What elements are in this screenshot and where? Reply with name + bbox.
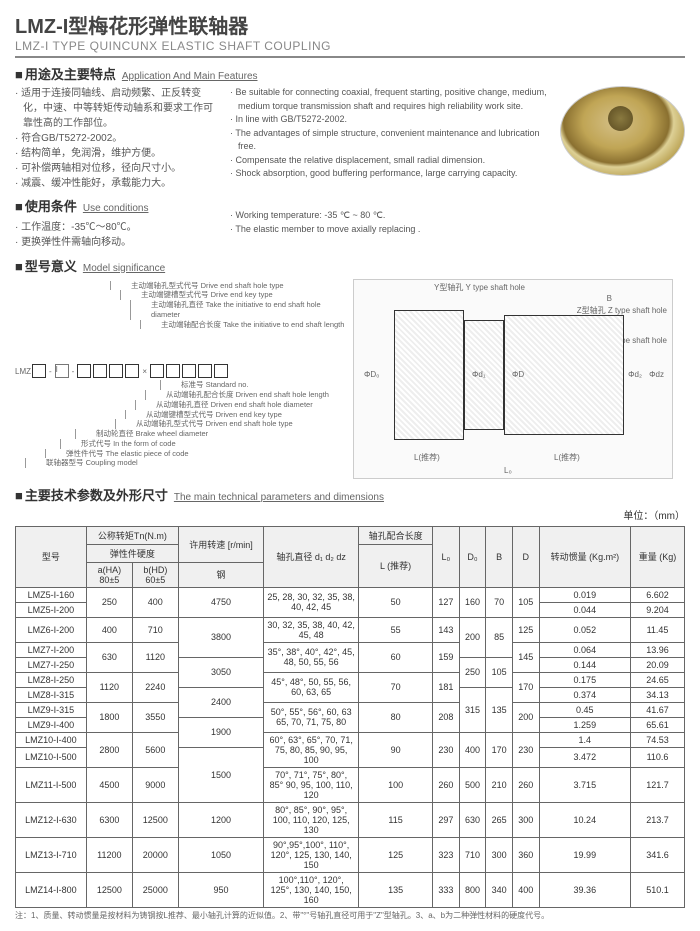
condition-cn: · 工作温度：-35℃～80℃。 <box>15 220 220 235</box>
footnote: 注：1、质量、转动惯量是按材料为铸钢按L推荐、最小轴孔计算的近似值。2、带"°"… <box>15 911 685 921</box>
table-row: LMZ7-I-200630112035°, 38°, 40°, 42°, 45,… <box>16 642 685 657</box>
technical-diagram: Y型轴孔 Y type shaft hole B Z型轴孔 Z type sha… <box>353 279 673 479</box>
table-row: LMZ10-I-4002800560060°, 63°, 65°, 70, 71… <box>16 732 685 747</box>
condition-en: · Working temperature: -35 ℃ ~ 80 ℃. <box>230 209 685 223</box>
section3-head: 型号意义Model significance <box>15 256 685 275</box>
table-row: LMZ8-I-2501120224045°, 48°, 50, 55, 56, … <box>16 672 685 687</box>
condition-en: · The elastic member to move axially rep… <box>230 223 685 237</box>
parameters-table: 型号 公称转矩Tn(N.m) 许用转速 [r/min] 轴孔直径 d₁ d₂ d… <box>15 526 685 908</box>
section4-head: 主要技术参数及外形尺寸The main technical parameters… <box>15 485 685 504</box>
table-row: LMZ11-I-5004500900070°, 71°, 75°, 80°, 8… <box>16 767 685 802</box>
product-image <box>560 86 685 191</box>
table-row: LMZ6-I-200400710380030, 32, 35, 38, 40, … <box>16 617 685 642</box>
title-en: LMZ-I TYPE QUINCUNX ELASTIC SHAFT COUPLI… <box>15 39 685 58</box>
table-row: LMZ13-I-7101120020000105090°,95°,100°, 1… <box>16 837 685 872</box>
condition-cn: · 更换弹性件需轴向移动。 <box>15 235 220 250</box>
table-row: LMZ12-I-630630012500120080°, 85°, 90°, 9… <box>16 802 685 837</box>
features-cn: · 适用于连接同轴线、启动频繁、正反转变化，中速、中等转矩传动轴系和要求工作可靠… <box>15 86 220 191</box>
model-significance-legend: 主动端轴孔型式代号 Drive end shaft hole type 主动端键… <box>15 279 345 479</box>
table-row: LMZ5-I-160250400475025, 28, 30, 32, 35, … <box>16 587 685 602</box>
title-cn: LMZ-I型梅花形弹性联轴器 <box>15 10 685 39</box>
section2-head: 使用条件Use conditions <box>15 197 220 217</box>
table-row: LMZ14-I-8001250025000950100°,110°, 120°,… <box>16 872 685 907</box>
features-row: · 适用于连接同轴线、启动频繁、正反转变化，中速、中等转矩传动轴系和要求工作可靠… <box>15 86 685 191</box>
table-row: LMZ9-I-3151800355050°, 55°, 56°, 60, 63 … <box>16 702 685 717</box>
sig-prefix: LMZ <box>15 367 31 376</box>
unit-label: 单位：（mm） <box>15 507 685 522</box>
section1-head: 用途及主要特点Application And Main Features <box>15 64 685 83</box>
features-en: · Be suitable for connecting coaxial, fr… <box>230 86 550 191</box>
